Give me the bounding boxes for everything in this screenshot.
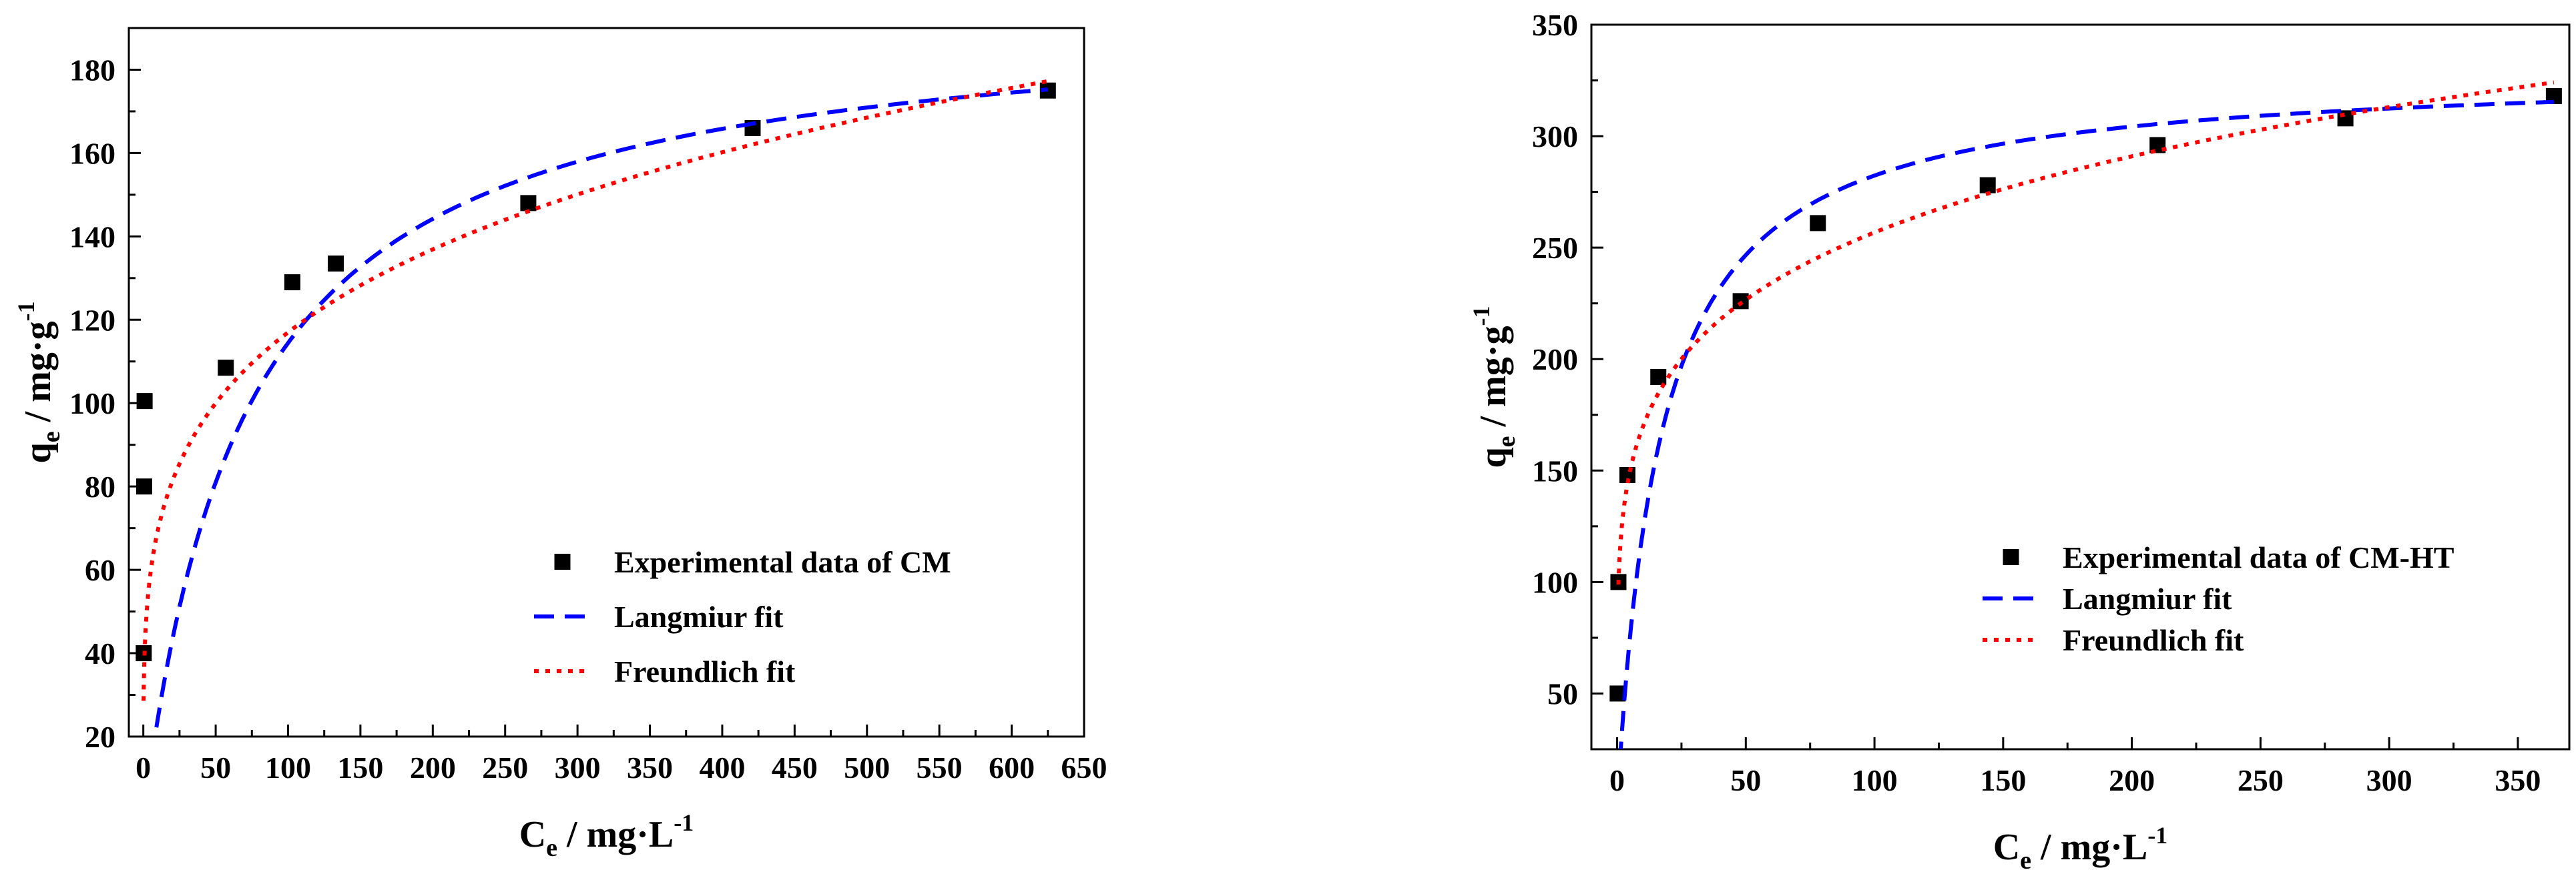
legend-label: Langmiur fit xyxy=(2063,582,2232,616)
x-tick-label: 100 xyxy=(265,751,311,785)
plot-frame xyxy=(129,28,1084,737)
y-tick-label: 60 xyxy=(85,553,115,587)
freundlich-fit-line xyxy=(1619,83,2554,585)
x-tick-label: 0 xyxy=(136,751,151,785)
legend-label: Freundlich fit xyxy=(614,654,796,689)
data-point xyxy=(1980,177,1996,193)
x-tick-label: 500 xyxy=(844,751,890,785)
chart-panel-2: 0 50 100 150 200 250 300 350 50 100 150 200 250 300 35… xyxy=(1468,8,2569,874)
x-tick-label: 250 xyxy=(482,751,528,785)
legend-marker xyxy=(555,554,571,570)
langmuir-fit-line xyxy=(1618,102,2554,793)
y-axis-label: qe / mg·g-1 xyxy=(1468,306,1521,468)
legend-label: Langmiur fit xyxy=(614,600,784,634)
y-tick-label: 200 xyxy=(1532,342,1578,376)
x-tick-label: 550 xyxy=(917,751,963,785)
legend-label: Experimental data of CM-HT xyxy=(2063,540,2454,574)
legend-label: Experimental data of CM xyxy=(614,545,951,579)
y-axis-label-sub: e xyxy=(1493,436,1521,447)
y-tick-label: 20 xyxy=(85,720,115,754)
y-tick-label: 40 xyxy=(85,636,115,671)
x-axis-label-sub: e xyxy=(2020,847,2031,874)
x-tick-label: 150 xyxy=(1980,763,2026,797)
y-tick-label: 160 xyxy=(69,136,115,170)
x-tick-label: 200 xyxy=(2109,763,2155,797)
x-axis-label-rest: / mg·L xyxy=(557,814,674,855)
data-point xyxy=(284,274,300,290)
data-point xyxy=(218,360,234,376)
y-tick-label: 50 xyxy=(1547,677,1578,711)
y-axis-label-sub: e xyxy=(37,431,65,442)
langmuir-fit-line xyxy=(144,89,1048,818)
data-point xyxy=(328,256,344,272)
x-tick-label: 300 xyxy=(555,751,601,785)
y-tick-label: 100 xyxy=(1532,565,1578,599)
figure: 0 50 100 150 200 250 300 350 400 450 500 550 600 6502… xyxy=(0,0,2576,874)
x-tick-label: 450 xyxy=(772,751,818,785)
x-tick-label: 50 xyxy=(1730,763,1761,797)
x-axis-label: Ce / mg·L-1 xyxy=(1993,822,2168,874)
chart-panel-1: 0 50 100 150 200 250 300 350 400 450 500 550 600 650 2… xyxy=(13,28,1107,862)
x-tick-label: 250 xyxy=(2238,763,2284,797)
x-tick-label: 350 xyxy=(627,751,673,785)
x-tick-label: 350 xyxy=(2495,763,2541,797)
y-tick-label: 80 xyxy=(85,470,115,504)
y-axis-label-main: q xyxy=(1473,447,1514,468)
x-tick-label: 100 xyxy=(1852,763,1898,797)
x-tick-label: 200 xyxy=(410,751,456,785)
y-tick-label: 100 xyxy=(69,386,115,420)
freundlich-fit-line xyxy=(144,81,1048,701)
y-tick-label: 180 xyxy=(69,53,115,87)
y-tick-label: 300 xyxy=(1532,119,1578,153)
x-axis-label-main: C xyxy=(519,814,546,855)
x-tick-label: 0 xyxy=(1609,763,1625,797)
y-axis-label-sup: -1 xyxy=(1468,306,1495,326)
y-tick-label: 250 xyxy=(1532,231,1578,265)
x-tick-label: 150 xyxy=(337,751,383,785)
x-axis-label-rest: / mg·L xyxy=(2031,827,2147,868)
legend-marker xyxy=(2003,549,2019,565)
y-axis-label: qe / mg·g-1 xyxy=(13,302,65,464)
y-axis-label-sup: -1 xyxy=(13,302,39,322)
x-axis-label: Ce / mg·L-1 xyxy=(519,809,694,862)
y-axis-label-rest: / mg·g xyxy=(1473,326,1514,436)
x-axis-label-main: C xyxy=(1993,827,2020,868)
y-axis-label-main: q xyxy=(17,442,59,463)
y-tick-label: 150 xyxy=(1532,454,1578,488)
x-axis-label-sub: e xyxy=(546,834,557,862)
data-point xyxy=(1650,369,1666,385)
y-tick-label: 140 xyxy=(69,220,115,254)
data-point xyxy=(137,393,153,409)
legend-label: Freundlich fit xyxy=(2063,623,2244,657)
legend: Experimental data of CM Langmiur fit Freun… xyxy=(534,545,951,689)
x-tick-label: 600 xyxy=(989,751,1035,785)
x-tick-label: 50 xyxy=(200,751,231,785)
x-tick-label: 400 xyxy=(699,751,745,785)
x-tick-label: 300 xyxy=(2366,763,2412,797)
data-point xyxy=(136,478,152,494)
data-point xyxy=(1810,215,1826,231)
y-axis-label-rest: / mg·g xyxy=(17,322,59,432)
x-axis-label-sup: -1 xyxy=(2147,822,2167,849)
x-axis-label-sup: -1 xyxy=(674,809,694,836)
data-point xyxy=(520,195,536,211)
y-tick-label: 350 xyxy=(1532,8,1578,42)
x-tick-label: 650 xyxy=(1061,751,1107,785)
y-tick-label: 120 xyxy=(69,303,115,337)
legend: Experimental data of CM-HT Langmiur fit Fr… xyxy=(1983,540,2454,657)
